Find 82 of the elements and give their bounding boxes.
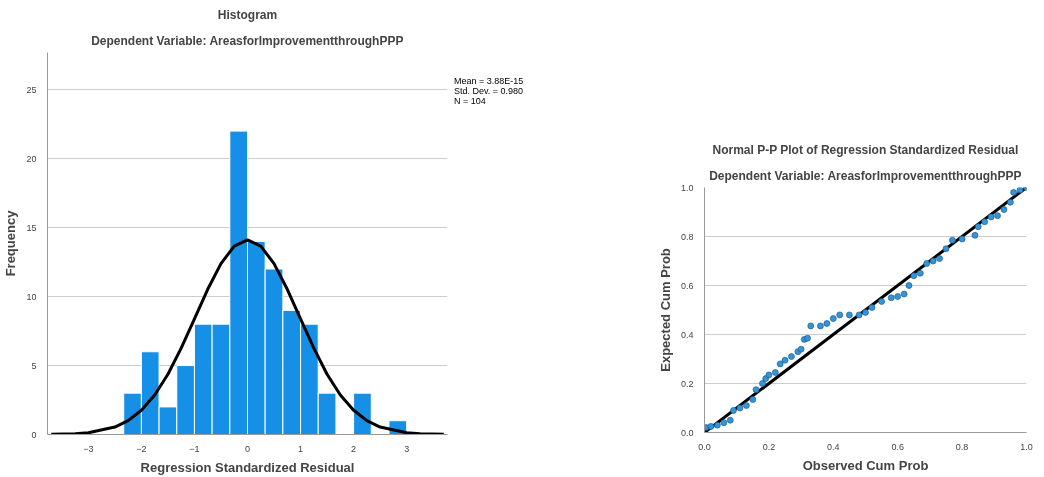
point bbox=[981, 218, 988, 226]
x-tick-label: 0.4 bbox=[827, 441, 840, 452]
x-axis-title: Regression Standardized Residual bbox=[140, 459, 355, 475]
point bbox=[1010, 189, 1017, 196]
point bbox=[936, 255, 943, 262]
y-tick-label: 0 bbox=[31, 429, 37, 440]
y-axis-title: Frequency bbox=[3, 209, 19, 277]
point bbox=[942, 245, 950, 253]
point bbox=[894, 293, 901, 300]
chart-title: Histogram bbox=[217, 7, 278, 22]
point bbox=[752, 386, 760, 393]
x-tick-label: −2 bbox=[136, 443, 147, 454]
point bbox=[714, 421, 721, 429]
point bbox=[1007, 198, 1014, 206]
x-tick-label: 2 bbox=[351, 443, 357, 454]
chart-subtitle: Dependent Variable: AreasforImprovementthroughPPP bbox=[709, 168, 1022, 183]
x-tick-label: −3 bbox=[83, 443, 94, 454]
point bbox=[887, 294, 895, 302]
point bbox=[830, 315, 837, 322]
x-axis-title: Observed Cum Prob bbox=[802, 457, 929, 473]
point bbox=[905, 282, 913, 289]
text: N = 104 bbox=[454, 95, 486, 108]
point bbox=[846, 311, 853, 319]
point bbox=[836, 311, 844, 319]
point bbox=[749, 396, 757, 403]
point bbox=[974, 223, 982, 230]
point bbox=[807, 322, 815, 330]
text: Mean = 3.88E-15 bbox=[454, 75, 524, 87]
point bbox=[900, 290, 908, 298]
x-tick-label: 1 bbox=[298, 443, 304, 454]
y-tick-label: 0.0 bbox=[680, 427, 694, 438]
y-tick-label: 15 bbox=[26, 222, 37, 233]
point bbox=[736, 404, 744, 412]
point bbox=[772, 369, 779, 376]
point bbox=[765, 371, 773, 379]
point bbox=[781, 356, 789, 364]
point bbox=[862, 309, 869, 316]
point bbox=[823, 320, 831, 327]
point bbox=[1016, 187, 1024, 194]
point bbox=[971, 231, 979, 239]
chart-title: Normal P-P Plot of Regression Standardized Residual bbox=[712, 142, 1019, 157]
point bbox=[958, 235, 966, 243]
point bbox=[929, 257, 937, 265]
y-tick-label: 20 bbox=[26, 153, 37, 164]
text: Std. Dev. = 0.980 bbox=[454, 85, 524, 98]
chart-subtitle: Dependent Variable: AreasforImprovementthroughPPP bbox=[91, 33, 404, 48]
x-tick-label: −1 bbox=[189, 443, 200, 454]
point bbox=[923, 260, 930, 267]
point bbox=[817, 322, 824, 330]
x-tick-label: 3 bbox=[404, 443, 410, 454]
point bbox=[730, 407, 737, 414]
y-tick-label: 10 bbox=[26, 291, 37, 302]
y-tick-label: 0.6 bbox=[680, 280, 694, 291]
point bbox=[994, 212, 1001, 219]
y-tick-label: 25 bbox=[26, 84, 37, 95]
y-axis-title: Expected Cum Prob bbox=[657, 248, 673, 372]
x-tick-label: 0.0 bbox=[698, 441, 711, 452]
point bbox=[776, 360, 784, 368]
point bbox=[1000, 206, 1008, 213]
point bbox=[878, 298, 885, 305]
point bbox=[916, 269, 924, 277]
point bbox=[759, 380, 766, 387]
y-tick-label: 5 bbox=[31, 360, 37, 371]
y-tick-label: 0.2 bbox=[680, 378, 694, 389]
point bbox=[855, 311, 863, 319]
point bbox=[868, 304, 876, 311]
x-tick-label: 0 bbox=[245, 443, 251, 454]
point bbox=[726, 416, 734, 424]
x-tick-label: 0.2 bbox=[762, 441, 776, 452]
point bbox=[788, 353, 795, 360]
y-tick-label: 0.4 bbox=[680, 329, 694, 340]
point bbox=[949, 236, 956, 244]
point bbox=[743, 402, 750, 409]
point bbox=[720, 419, 728, 426]
point bbox=[910, 272, 918, 279]
y-tick-label: 0.8 bbox=[680, 231, 694, 242]
point bbox=[987, 213, 995, 221]
y-tick-label: 1.0 bbox=[680, 182, 694, 193]
x-tick-label: 1.0 bbox=[1020, 441, 1033, 452]
x-tick-label: 0.8 bbox=[955, 441, 969, 452]
x-tick-label: 0.6 bbox=[891, 441, 904, 452]
point bbox=[707, 423, 715, 430]
